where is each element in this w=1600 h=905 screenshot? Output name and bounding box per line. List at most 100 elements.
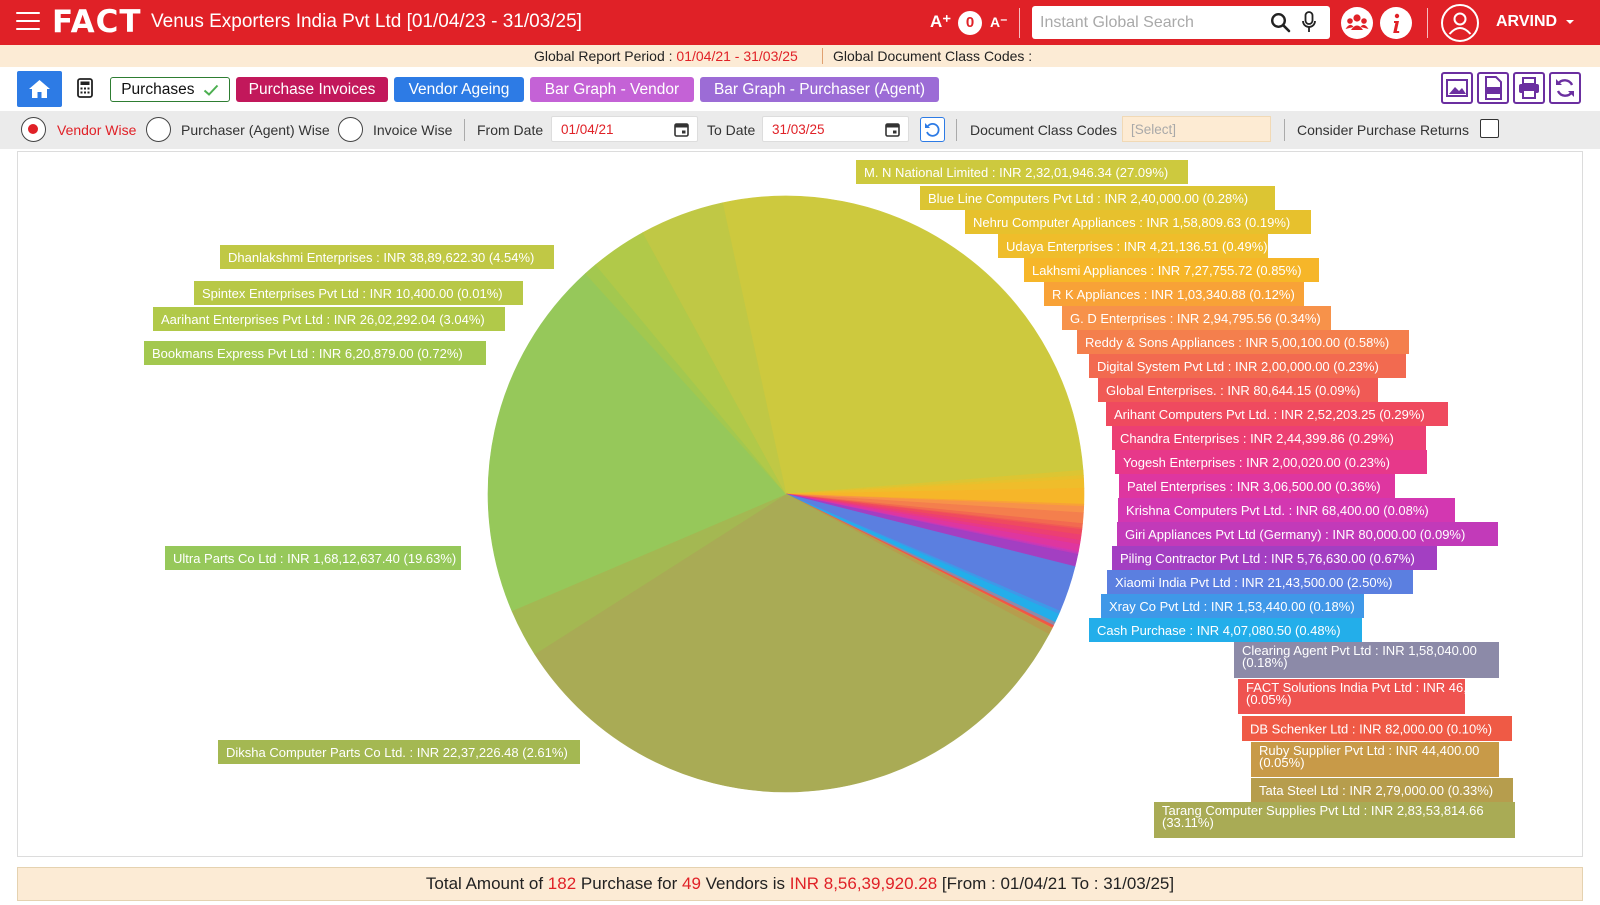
slice-label: Xiaomi India Pvt Ltd : INR 21,43,500.00 … <box>1107 570 1413 594</box>
footer-text: Purchase for <box>576 874 682 893</box>
purchase-returns-label: Consider Purchase Returns <box>1297 122 1469 138</box>
tab-vendor-ageing[interactable]: Vendor Ageing <box>394 77 524 102</box>
username-menu[interactable]: ARVIND <box>1496 13 1575 31</box>
slice-label-box <box>218 740 580 764</box>
period-label: Global Report Period : <box>534 48 677 64</box>
footer-text: [From : 01/04/21 To : 31/03/25] <box>937 874 1175 893</box>
period-value: 01/04/21 - 31/03/25 <box>676 48 798 64</box>
slice-label-text: Tata Steel Ltd : INR 2,79,000.00 (0.33%) <box>1259 783 1493 798</box>
doc-class-codes-select[interactable]: [Select] <box>1122 116 1271 142</box>
slice-label: Global Enterprises. : INR 80,644.15 (0.0… <box>1098 378 1378 402</box>
slice-label: Tarang Computer Supplies Pvt Ltd : INR 2… <box>1154 802 1515 838</box>
slice-label-box <box>1077 330 1409 354</box>
info-button[interactable] <box>1380 7 1412 39</box>
report-toolbar: Purchases Purchase Invoices Vendor Agein… <box>0 67 1600 111</box>
slice-label-box <box>1119 474 1395 498</box>
refresh-button[interactable] <box>1549 72 1581 104</box>
slice-label-box <box>1112 546 1437 570</box>
vendor-count: 49 <box>682 874 701 893</box>
slice-label-box <box>1251 742 1499 777</box>
slice-label-box <box>165 546 461 570</box>
slice-label-box <box>1117 522 1498 546</box>
slice-label-text: Xiaomi India Pvt Ltd : INR 21,43,500.00 … <box>1115 575 1393 590</box>
menu-icon[interactable] <box>16 12 40 32</box>
radio-purchaser-wise[interactable] <box>146 117 171 142</box>
slice-label-box <box>220 245 554 269</box>
slice-label: Spintex Enterprises Pvt Ltd : INR 10,400… <box>194 281 523 305</box>
slice-label-text: M. N National Limited : INR 2,32,01,946.… <box>864 165 1168 180</box>
global-search <box>1032 6 1330 39</box>
slice-label: Cash Purchase : INR 4,07,080.50 (0.48%) <box>1089 618 1362 642</box>
purchase-returns-checkbox[interactable] <box>1480 119 1499 138</box>
font-decrease-button[interactable]: A⁻ <box>990 14 1008 30</box>
slice-label: Bookmans Express Pvt Ltd : INR 6,20,879.… <box>144 341 486 365</box>
top-bar: FACT Venus Exporters India Pvt Ltd [01/0… <box>0 0 1600 45</box>
tab-purchases[interactable]: Purchases <box>110 77 230 102</box>
radio-invoice-wise[interactable] <box>338 117 363 142</box>
pie-slice[interactable] <box>722 195 1084 495</box>
image-icon <box>1446 79 1468 97</box>
font-increase-button[interactable]: A⁺ <box>930 12 952 31</box>
slice-label-text: Chandra Enterprises : INR 2,44,399.86 (0… <box>1120 431 1394 446</box>
slice-label-text: Krishna Computers Pvt Ltd. : INR 68,400.… <box>1126 503 1429 518</box>
search-input[interactable] <box>1040 12 1265 34</box>
username-label: ARVIND <box>1496 13 1558 30</box>
team-button[interactable] <box>1341 7 1373 39</box>
slice-label-text: G. D Enterprises : INR 2,94,795.56 (0.34… <box>1070 311 1321 326</box>
to-date-field[interactable]: 31/03/25 <box>762 116 909 142</box>
home-button[interactable] <box>17 71 62 107</box>
slice-label-text: Bookmans Express Pvt Ltd : INR 6,20,879.… <box>152 346 463 361</box>
export-image-button[interactable] <box>1441 72 1473 104</box>
calculator-icon[interactable] <box>77 78 93 98</box>
slice-label: Diksha Computer Parts Co Ltd. : INR 22,3… <box>218 740 580 764</box>
to-date-value: 31/03/25 <box>772 122 825 137</box>
total-amount: INR 8,56,39,920.28 <box>789 874 938 893</box>
from-date-label: From Date <box>477 122 544 138</box>
radio-vendor-wise[interactable] <box>21 117 46 142</box>
slice-label: Udaya Enterprises : INR 4,21,136.51 (0.4… <box>998 234 1268 258</box>
reset-dates-button[interactable] <box>920 117 945 142</box>
tab-bar-graph-purchaser[interactable]: Bar Graph - Purchaser (Agent) <box>700 77 939 102</box>
app-logo[interactable]: FACT <box>52 4 142 40</box>
printer-icon <box>1519 77 1539 99</box>
slice-label-text: FACT Solutions India Pvt Ltd : INR 46,53… <box>1246 680 1507 707</box>
slice-label-text: Xray Co Pvt Ltd : INR 1,53,440.00 (0.18%… <box>1109 599 1355 614</box>
footer-text: Total Amount of <box>425 874 548 893</box>
slice-label-text: Yogesh Enterprises : INR 2,00,020.00 (0.… <box>1123 455 1390 470</box>
users-icon <box>1345 14 1369 30</box>
tab-purchase-invoices[interactable]: Purchase Invoices <box>236 77 388 102</box>
slice-label-text: Lakhsmi Appliances : INR 7,27,755.72 (0.… <box>1032 263 1302 278</box>
slice-label-text: Nehru Computer Appliances : INR 1,58,809… <box>973 215 1290 230</box>
slice-label: Clearing Agent Pvt Ltd : INR 1,58,040.00… <box>1234 642 1499 678</box>
slice-label: G. D Enterprises : INR 2,94,795.56 (0.34… <box>1062 306 1331 330</box>
microphone-icon[interactable] <box>1301 11 1317 34</box>
slice-label-box <box>1098 378 1378 402</box>
user-avatar[interactable] <box>1441 4 1479 42</box>
from-date-field[interactable]: 01/04/21 <box>551 116 698 142</box>
vendor-pie-chart: M. N National Limited : INR 2,32,01,946.… <box>144 160 1515 838</box>
slice-label-box <box>1089 618 1362 642</box>
refresh-icon <box>1556 79 1574 97</box>
tab-bar-graph-vendor[interactable]: Bar Graph - Vendor <box>530 77 694 102</box>
slice-label-box <box>1242 716 1512 741</box>
calendar-icon[interactable] <box>674 122 689 137</box>
calendar-icon[interactable] <box>885 122 900 137</box>
pie-slice[interactable] <box>534 493 1050 793</box>
export-pdf-button[interactable] <box>1477 72 1509 104</box>
slice-label-text: Cash Purchase : INR 4,07,080.50 (0.48%) <box>1097 623 1341 638</box>
slice-label: Dhanlakshmi Enterprises : INR 38,89,622.… <box>220 245 554 269</box>
slice-label: Tata Steel Ltd : INR 2,79,000.00 (0.33%) <box>1251 778 1513 802</box>
pie-slice[interactable] <box>487 273 787 612</box>
slice-label-text: R K Appliances : INR 1,03,340.88 (0.12%) <box>1052 287 1295 302</box>
slice-label: Lakhsmi Appliances : INR 7,27,755.72 (0.… <box>1024 258 1319 282</box>
footer-text: Vendors is <box>700 874 790 893</box>
slice-label: Aarihant Enterprises Pvt Ltd : INR 26,02… <box>153 307 505 331</box>
search-icon[interactable] <box>1270 12 1291 33</box>
purchase-count: 182 <box>547 874 577 893</box>
slice-label-box <box>1154 802 1515 838</box>
slice-label: Nehru Computer Appliances : INR 1,58,809… <box>965 210 1311 234</box>
pie-slice[interactable] <box>642 202 787 495</box>
divider <box>1427 8 1428 38</box>
print-button[interactable] <box>1513 72 1545 104</box>
slice-label-box <box>965 210 1311 234</box>
